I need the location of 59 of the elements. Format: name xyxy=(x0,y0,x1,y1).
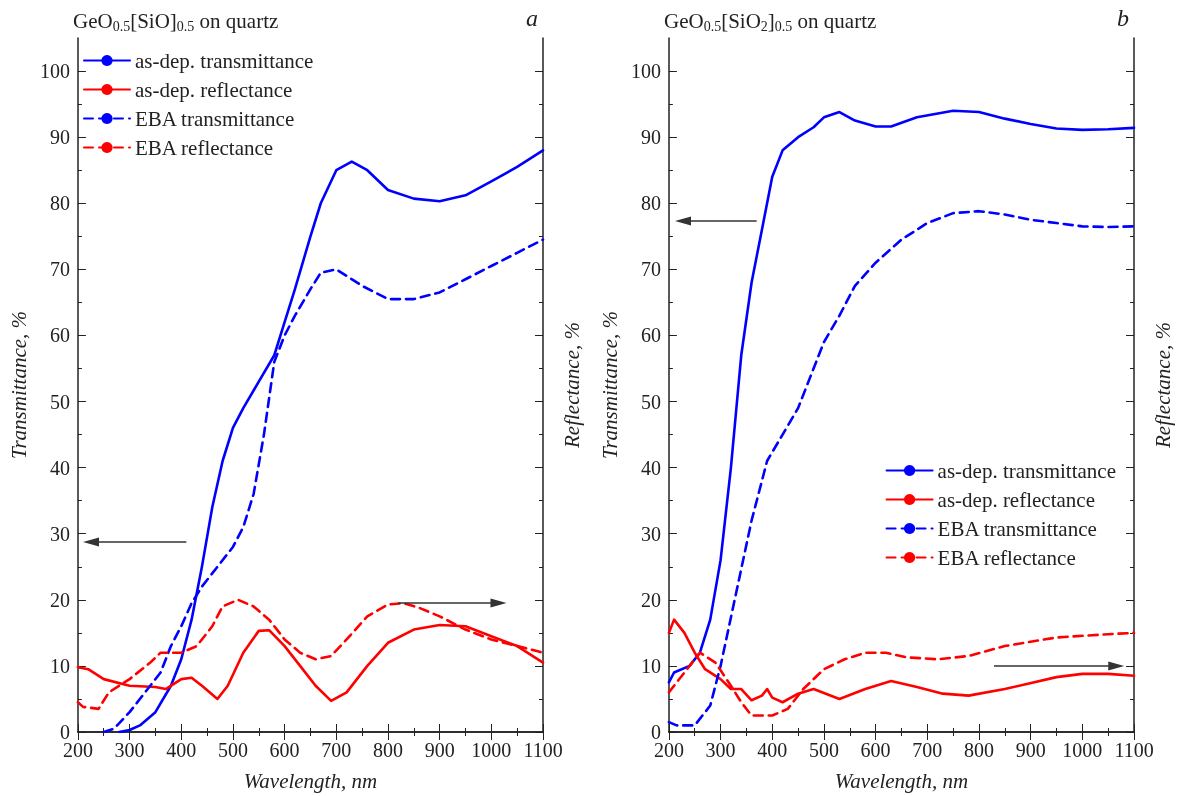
y-tick-label: 40 xyxy=(640,456,661,479)
y-tick-label: 30 xyxy=(49,522,70,545)
x-tick-label: 400 xyxy=(166,739,197,761)
y2-axis-title: Reflectance, % xyxy=(559,322,584,449)
x-tick-label: 1000 xyxy=(1062,739,1103,761)
x-tick-label: 400 xyxy=(757,739,788,761)
x-axis-title: Wavelength, nm xyxy=(834,768,969,793)
chart-title: GeO0.5[SiO]0.5 on quartz xyxy=(73,9,279,34)
y-tick-label: 20 xyxy=(640,588,661,611)
chart-title: GeO0.5[SiO2]0.5 on quartz xyxy=(664,9,877,34)
y-tick-label: 70 xyxy=(640,258,661,281)
x-tick-label: 1100 xyxy=(523,739,563,761)
legend-label: as-dep. transmittance xyxy=(937,458,1117,483)
y-tick-label: 60 xyxy=(49,324,70,347)
x-tick-label: 500 xyxy=(808,739,839,761)
x-tick-label: 1000 xyxy=(471,739,512,761)
y-tick-label: 80 xyxy=(640,192,661,215)
y-tick-label: 40 xyxy=(49,456,70,479)
x-tick-label: 900 xyxy=(424,739,455,761)
y-tick-label: 30 xyxy=(640,522,661,545)
y-tick-label: 10 xyxy=(640,654,661,677)
x-tick-label: 600 xyxy=(269,739,300,761)
x-axis-title: Wavelength, nm xyxy=(243,768,378,793)
x-tick-label: 1100 xyxy=(1114,739,1154,761)
x-tick-label: 900 xyxy=(1015,739,1046,761)
y-tick-label: 10 xyxy=(49,654,70,677)
legend-label: EBA reflectance xyxy=(937,545,1076,570)
x-tick-label: 800 xyxy=(963,739,994,761)
x-tick-label: 300 xyxy=(114,739,145,761)
line-series xyxy=(76,598,545,711)
line-series xyxy=(667,109,1136,684)
x-tick-label: 700 xyxy=(321,739,352,761)
legend-label: as-dep. reflectance xyxy=(937,487,1095,512)
y-axis-title: Transmittance, % xyxy=(597,310,622,460)
y-axis-title: Transmittance, % xyxy=(6,310,31,460)
x-tick-label: 700 xyxy=(912,739,943,761)
y-tick-label: 90 xyxy=(49,126,70,149)
x-tick-label: 500 xyxy=(217,739,248,761)
x-tick-label: 800 xyxy=(372,739,403,761)
x-tick-label: 600 xyxy=(860,739,891,761)
y-tick-label: 90 xyxy=(640,126,661,149)
y-tick-label: 100 xyxy=(630,60,661,83)
y-tick-label: 80 xyxy=(49,192,70,215)
legend-label: EBA transmittance xyxy=(937,516,1097,541)
y-tick-label: 50 xyxy=(640,390,661,413)
legend-label: as-dep. transmittance xyxy=(135,48,314,73)
y-tick-label: 20 xyxy=(49,588,70,611)
x-tick-label: 300 xyxy=(705,739,736,761)
legend-label: EBA transmittance xyxy=(135,106,295,131)
line-series xyxy=(667,209,1136,727)
y-tick-label: 70 xyxy=(49,258,70,281)
text: b xyxy=(1117,5,1129,31)
y-tick-label: 100 xyxy=(39,60,70,83)
legend-label: EBA reflectance xyxy=(135,135,274,160)
legend-label: as-dep. reflectance xyxy=(135,77,293,102)
y-tick-label: 60 xyxy=(640,324,661,347)
y2-axis-title: Reflectance, % xyxy=(1150,322,1175,449)
y-tick-label: 50 xyxy=(49,390,70,413)
text: a xyxy=(526,5,538,31)
